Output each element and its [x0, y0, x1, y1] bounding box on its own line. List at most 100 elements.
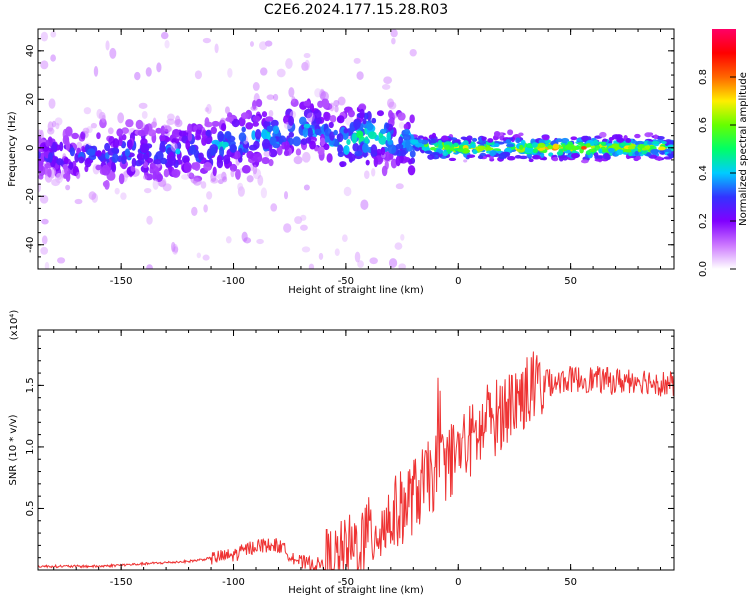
- spectrogram-cell: [624, 142, 630, 147]
- spectrogram-cell: [364, 136, 369, 145]
- spectrogram-cell: [283, 150, 290, 157]
- spectrogram-cell: [519, 144, 524, 150]
- snr-ytick-label: 1.5: [25, 377, 36, 393]
- spectrogram-cell: [159, 141, 166, 152]
- spectrogram-cell: [498, 153, 507, 160]
- spectrogram-cell: [252, 115, 261, 123]
- spectrogram-cell: [261, 111, 268, 118]
- spectrogram-cell: [362, 118, 367, 125]
- spectrogram-cell: [308, 263, 315, 269]
- spectrogram-cell: [634, 150, 639, 156]
- spectrogram-cell: [226, 135, 236, 142]
- spectrogram-cell: [243, 237, 252, 244]
- spectrogram-cell: [50, 31, 57, 38]
- spectrogram-cell: [80, 131, 86, 140]
- spectrogram-cell: [166, 118, 175, 125]
- spectrogram-cell: [380, 146, 386, 156]
- spectrogram-cell: [204, 107, 210, 113]
- spectrogram-cell: [360, 199, 369, 210]
- spectrogram-cell: [131, 157, 137, 167]
- spectrogram-cell: [414, 147, 420, 152]
- spectrogram-cell: [252, 82, 260, 91]
- spectrogram-cell: [556, 150, 564, 156]
- spectrogram-cell: [252, 121, 260, 127]
- spectrogram-cell: [442, 151, 449, 157]
- spectrogram-cell: [164, 40, 170, 49]
- spectrogram-cell: [470, 143, 476, 149]
- spectrogram-cell: [241, 165, 251, 174]
- snr-ylabel: SNR (10 * v/v): [8, 414, 19, 485]
- spectrogram-cell: [171, 138, 177, 144]
- spectrogram-cell: [551, 156, 559, 162]
- spectrogram-cell: [505, 143, 515, 148]
- spectrogram-cell: [200, 181, 207, 189]
- spectrogram-cell: [74, 152, 79, 163]
- spectrogram-cell: [170, 241, 176, 252]
- spectrogram-cell: [185, 139, 191, 151]
- spectrogram-cell: [365, 159, 370, 166]
- spectrogram-cell: [390, 29, 398, 38]
- spectrogram-cell: [347, 109, 355, 118]
- spectrogram-cell: [390, 158, 398, 169]
- spectrogram-cell: [249, 41, 254, 47]
- spectrogram-cell: [162, 183, 172, 192]
- spectrogram-cell: [109, 47, 117, 59]
- spectrogram-cell: [424, 150, 433, 154]
- spectrogram-cell: [263, 150, 271, 157]
- spectrogram-cell: [489, 155, 494, 160]
- spectrogram-cell: [272, 93, 279, 101]
- spectrogram-cell: [312, 109, 322, 120]
- snr-ticks: -150 -100 -50 0 50 0.5 1.0 1.5: [25, 330, 674, 588]
- spectrogram-panel: -150 -100 -50 0 50 -40 -20 0 20 40 Height of stra…: [7, 28, 675, 296]
- spectrogram-cell: [326, 153, 333, 163]
- spectrogram-cell: [204, 121, 213, 128]
- spectrogram-cell: [38, 158, 44, 167]
- spectrogram-cell: [270, 203, 278, 212]
- spectrogram-cell: [160, 31, 169, 40]
- spectrogram-cell: [276, 68, 286, 78]
- spectrogram-cell: [357, 260, 364, 268]
- spectrogram-cell: [532, 148, 539, 154]
- snr-frame: [37, 329, 675, 571]
- spectrogram-cell: [391, 37, 396, 45]
- snr-ytick-label: 0.5: [25, 501, 36, 517]
- spectrogram-cell: [220, 117, 226, 124]
- snr-xlabel: Height of straight line (km): [288, 585, 424, 596]
- snr-xtick-label: 0: [455, 577, 461, 588]
- spectrogram-cell: [520, 139, 526, 145]
- spectrogram-cell: [616, 137, 625, 143]
- spectrogram-cell: [293, 155, 303, 165]
- spectrogram-cell: [291, 96, 296, 103]
- spectrogram-cell: [453, 142, 459, 147]
- spectrogram-cell: [398, 136, 404, 146]
- spectrogram-cell: [598, 148, 603, 154]
- spectrogram-cell: [540, 152, 545, 158]
- spectrogram-xtick-label: 0: [455, 276, 461, 287]
- spectrogram-cell: [356, 130, 364, 139]
- spectrogram-cell: [386, 131, 391, 142]
- spectrogram-cell: [405, 139, 411, 149]
- spectrogram-cell: [410, 139, 419, 145]
- spectrogram-cell: [507, 129, 514, 136]
- spectrogram-ytick-label: 20: [25, 93, 36, 106]
- spectrogram-cell: [634, 133, 641, 139]
- spectrogram-cell: [373, 156, 378, 168]
- spectrogram-cell: [260, 67, 268, 76]
- spectrogram-cell: [477, 145, 486, 151]
- spectrogram-cell: [288, 87, 295, 98]
- spectrogram-cell: [408, 159, 413, 165]
- spectrogram-cell: [303, 123, 311, 129]
- spectrogram-cell: [44, 261, 50, 269]
- spectrogram-xtick-label: -150: [110, 276, 133, 287]
- spectrogram-cell: [387, 144, 397, 154]
- spectrogram-cell: [259, 41, 268, 51]
- spectrogram-cell: [174, 115, 181, 126]
- spectrogram-cell: [260, 187, 268, 199]
- spectrogram-cell: [225, 236, 232, 244]
- spectrogram-cell: [337, 96, 346, 106]
- spectrogram-cell: [466, 135, 473, 141]
- spectrogram-cell: [309, 140, 316, 150]
- spectrogram-cell: [298, 116, 307, 126]
- spectrogram-cell: [398, 121, 405, 129]
- spectrogram-cell: [270, 119, 279, 128]
